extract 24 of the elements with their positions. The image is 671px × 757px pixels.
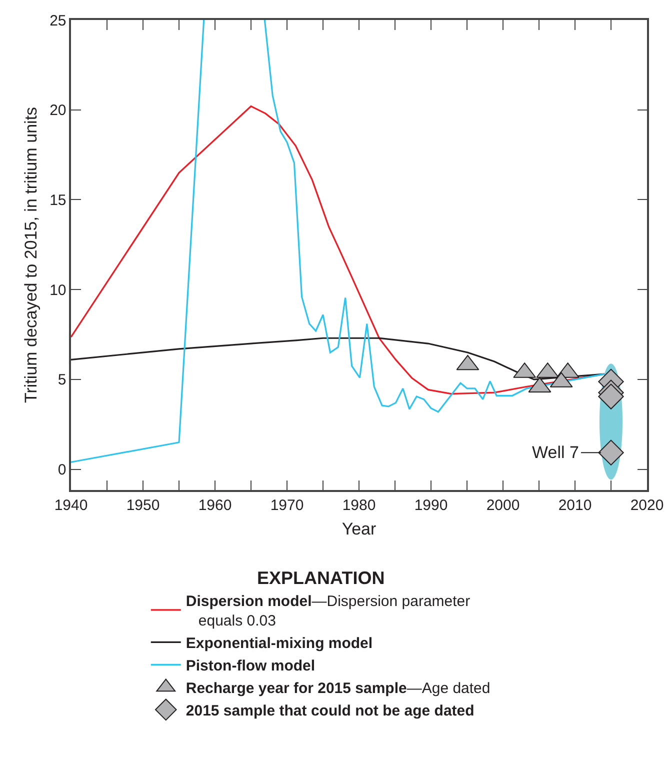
- legend-label: Exponential-mixing model: [186, 635, 373, 652]
- x-tick-label: 2010: [558, 496, 592, 514]
- legend-label: Piston-flow model: [186, 658, 316, 674]
- legend-label: 2015 sample that could not be age dated: [186, 702, 474, 720]
- x-tick-label: 1940: [54, 496, 88, 514]
- x-tick-label: 1990: [414, 496, 448, 514]
- x-tick-label: 2000: [486, 496, 520, 514]
- x-tick-label: 1970: [270, 496, 304, 514]
- x-tick-label: 1960: [198, 496, 232, 514]
- y-tick-label: 15: [50, 192, 66, 209]
- x-axis-title: Year: [342, 520, 377, 539]
- y-axis-title: Tritium decayed to 2015, in tritium units: [22, 106, 41, 404]
- y-tick-label: 20: [50, 102, 66, 120]
- y-tick-label: 5: [58, 372, 66, 389]
- legend-title: EXPLANATION: [257, 568, 385, 588]
- annotation: Well 7: [532, 443, 579, 462]
- y-tick-label: 10: [50, 282, 66, 299]
- x-tick-label: 1980: [342, 496, 376, 514]
- x-tick-label: 2020: [630, 496, 664, 514]
- legend-label: Recharge year for 2015 sample—Age dated: [186, 680, 490, 697]
- x-tick-label: 1950: [126, 496, 160, 514]
- y-tick-label: 25: [50, 12, 66, 30]
- y-tick-label: 0: [58, 462, 66, 479]
- text: Dispersion model—Dispersion parameter equals 0.03: [186, 593, 470, 630]
